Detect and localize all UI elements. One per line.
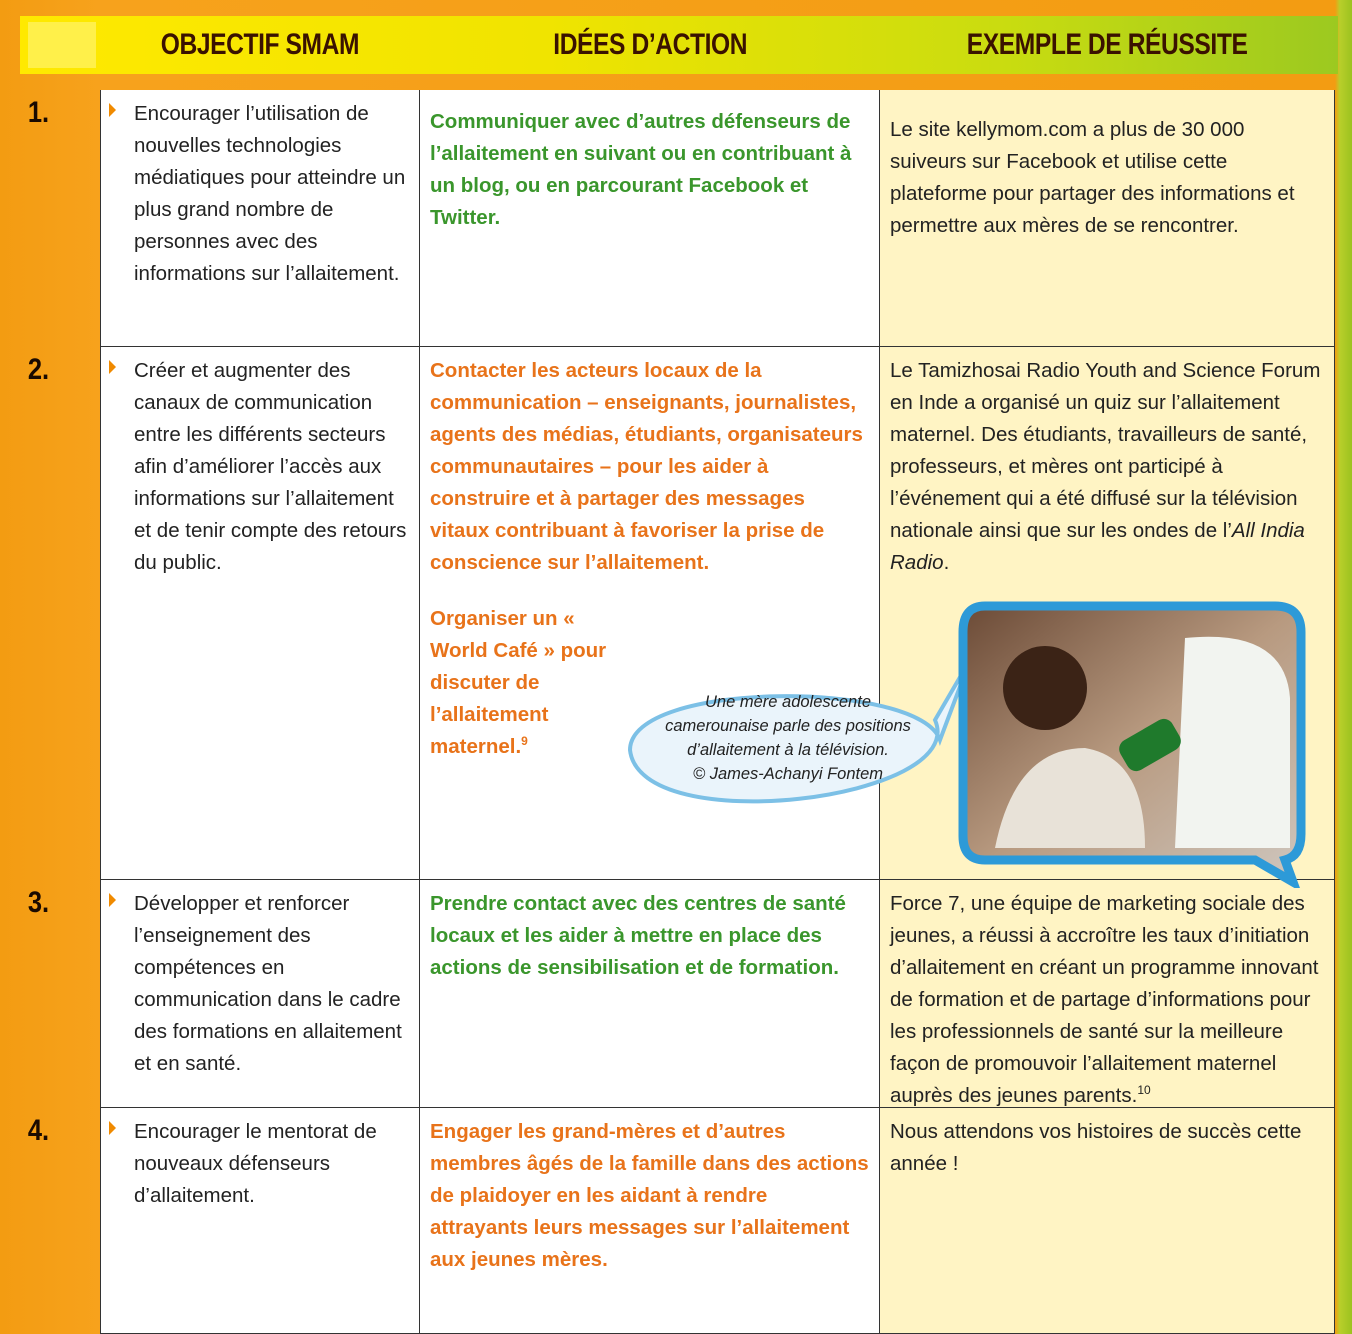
text-span: . (943, 551, 950, 574)
photo-figure (1175, 636, 1290, 848)
objective-cell: Créer et augmenter des canaux de communi… (100, 347, 420, 880)
row-number: 4. (27, 1114, 50, 1147)
header-corner (28, 22, 96, 68)
text-span: Nous attendons vos histoires de succès c… (890, 1120, 1302, 1175)
header-label: EXEMPLE DE RÉUSSITE (967, 28, 1248, 61)
text-span: Organiser un « World Café » pour discute… (430, 607, 607, 758)
text-span: Force 7, une équipe de marketing sociale… (890, 892, 1319, 1107)
action-text: Communiquer avec d’autres défenseurs de … (430, 106, 869, 234)
example-text: Le Tamizhosai Radio Youth and Science Fo… (890, 355, 1324, 579)
caption-line: Une mère adolescente (704, 693, 871, 711)
example-cell: Le site kellymom.com a plus de 30 000 su… (880, 90, 1335, 347)
objective-text: Encourager l’utilisation de nouvelles te… (134, 102, 406, 285)
bullet (109, 360, 116, 374)
speech-bubble (627, 658, 972, 804)
action-cell: Engager les grand-mères et d’autres memb… (420, 1108, 880, 1334)
text-span: Le Tamizhosai Radio Youth and Science Fo… (890, 359, 1321, 542)
photo-figure (995, 748, 1145, 848)
text-span: Contacter les acteurs locaux de la commu… (430, 359, 863, 574)
objective-text: Développer et renforcer l’enseignement d… (134, 892, 402, 1075)
photo-figure (1003, 646, 1087, 730)
caption-line: © James-Achanyi Fontem (692, 765, 884, 783)
bubble-caption: Une mère adolescente camerounaise parle d… (618, 690, 958, 786)
objective-cell: Encourager l’utilisation de nouvelles te… (100, 90, 420, 347)
row-number: 2. (27, 353, 50, 386)
row-number: 1. (27, 96, 50, 129)
text-span: Communiquer avec d’autres défenseurs de … (430, 110, 852, 229)
caption-line: d’allaitement à la télévision. (687, 741, 889, 759)
objective-cell: Encourager le mentorat de nouveaux défen… (100, 1108, 420, 1334)
bullet (109, 103, 116, 117)
text-span: Prendre contact avec des centres de sant… (430, 892, 846, 979)
example-cell: Nous attendons vos histoires de succès c… (880, 1108, 1335, 1334)
text-span: Engager les grand-mères et d’autres memb… (430, 1120, 869, 1271)
bullet (109, 1121, 116, 1135)
example-cell: Force 7, une équipe de marketing sociale… (880, 880, 1335, 1108)
header-label: OBJECTIF SMAM (160, 28, 360, 61)
photo (958, 601, 1306, 888)
action-text: Contacter les acteurs locaux de la commu… (430, 355, 869, 579)
action-cell: Communiquer avec d’autres défenseurs de … (420, 90, 880, 347)
action-text: Organiser un « World Café » pour discute… (430, 603, 620, 763)
bullet (109, 893, 116, 907)
text-span: 10 (1137, 1083, 1151, 1098)
caption-line: camerounaise parle des positions (665, 717, 911, 735)
row-number: 3. (27, 886, 50, 919)
header-cell: IDÉES D’ACTION (420, 16, 880, 74)
example-text: Le site kellymom.com a plus de 30 000 su… (890, 114, 1324, 242)
action-cell: Prendre contact avec des centres de sant… (420, 880, 880, 1108)
objective-cell: Développer et renforcer l’enseignement d… (100, 880, 420, 1108)
header-cell: OBJECTIF SMAM (100, 16, 420, 74)
text-span: 9 (521, 734, 528, 749)
bubble-shape (627, 658, 972, 804)
text-span: Le site kellymom.com a plus de 30 000 su… (890, 118, 1295, 237)
action-text: Prendre contact avec des centres de sant… (430, 888, 869, 984)
objective-text: Créer et augmenter des canaux de communi… (134, 359, 407, 574)
header-label: IDÉES D’ACTION (553, 28, 747, 61)
text-span: All India Radio (890, 519, 1305, 574)
photo-microphone (1119, 718, 1181, 772)
objective-text: Encourager le mentorat de nouveaux défen… (134, 1120, 377, 1207)
header-cell: EXEMPLE DE RÉUSSITE (880, 16, 1335, 74)
example-text: Nous attendons vos histoires de succès c… (890, 1116, 1324, 1180)
example-text: Force 7, une équipe de marketing sociale… (890, 888, 1324, 1112)
header-band (20, 16, 1338, 74)
action-text: Engager les grand-mères et d’autres memb… (430, 1116, 869, 1276)
